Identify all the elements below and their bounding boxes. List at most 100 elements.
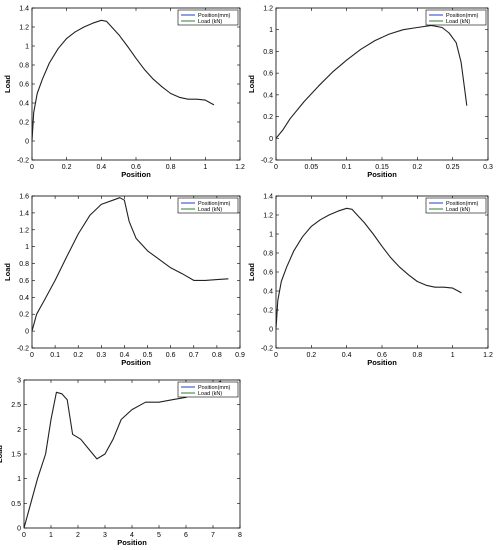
chart-4-y-tick-label: 1 <box>269 232 273 239</box>
chart-1-plot-frame <box>31 7 241 161</box>
chart-4-x-tick-label: 0.8 <box>412 352 422 359</box>
chart-2-series-line <box>275 24 468 139</box>
chart-5-legend-label: Position(mm) <box>198 385 231 391</box>
chart-1-x-tick-label: 1 <box>203 164 207 171</box>
chart-2-x-tick-label: 0.15 <box>375 164 389 171</box>
chart-1-y-tick-label: 0 <box>25 139 29 146</box>
chart-3-y-tick-label: 0 <box>25 329 29 336</box>
chart-1-y-tick-label: 0.4 <box>19 101 29 108</box>
chart-4-y-tick-label: 0.6 <box>263 270 273 277</box>
chart-1-y-axis-title: Load <box>3 75 12 93</box>
chart-3-y-tick-label: 0.6 <box>19 278 29 285</box>
chart-5-y-axis-title: Load <box>0 445 4 463</box>
chart-3-svg: 0 0.1 0.2 0.3 0.4 0.5 0.6 0.7 0.8 0.9-0.200.20.40… <box>3 194 245 368</box>
chart-5-x-tick-label: 4 <box>130 532 134 539</box>
chart-1-y-tick-label: 0.6 <box>19 82 29 89</box>
chart-3-series-line <box>31 197 229 332</box>
chart-2-x-axis-title: Position <box>367 170 397 179</box>
chart-panel-2: 0 0.05 0.1 0.15 0.2 0.25 0.3 -0.2 0 0.2 0.4 0.6 0.8 1… <box>247 0 496 180</box>
chart-3-x-tick-label: 0.9 <box>235 352 245 359</box>
chart-5-y-tick-label: 2 <box>17 427 21 434</box>
chart-2-y-tick-label: 1.2 <box>263 6 273 13</box>
chart-2-x-tick-label: 0.2 <box>412 164 422 171</box>
chart-1-series-line <box>31 19 215 142</box>
chart-4-y-tick-label: 1.4 <box>263 194 273 201</box>
chart-5-x-tick-label: 2 <box>76 532 80 539</box>
chart-5-y-tick-label: 1.5 <box>11 452 21 459</box>
chart-3-y-tick-label: 0.2 <box>19 312 29 319</box>
chart-3-y-tick-label: 0.4 <box>19 295 29 302</box>
chart-1-y-tick-label: 1.2 <box>19 25 29 32</box>
chart-4-series-line <box>275 207 462 330</box>
chart-4-y-tick-label: -0.2 <box>261 346 273 353</box>
chart-5-x-axis-title: Position <box>117 538 147 547</box>
chart-3-y-tick-label: 1.4 <box>19 210 29 217</box>
chart-2-y-tick-label: 0.8 <box>263 49 273 56</box>
chart-2-y-axis-title: Load <box>247 75 256 93</box>
chart-2-x-tick-label: 0.25 <box>446 164 460 171</box>
chart-5-x-tick-label: 7 <box>211 532 215 539</box>
chart-4-y-tick-label: 0.4 <box>263 289 273 296</box>
chart-1-y-tick-label: 1.4 <box>19 6 29 13</box>
chart-1-y-tick-label: 0.2 <box>19 120 29 127</box>
chart-5-x-tick-label: 3 <box>103 532 107 539</box>
chart-3-legend-label: Load (kN) <box>198 207 222 213</box>
chart-2-x-tick-label: 0.1 <box>342 164 352 171</box>
chart-5-svg: 0 1 2 3 4 5 6 7 8 0 0.5 1 1.5 2 2.5 3 Position Load Positi… <box>0 378 242 548</box>
chart-1-x-tick-label: 0.8 <box>166 164 176 171</box>
chart-1-svg: 0 0.2 0.4 0.6 0.8 1 1.2-0.200.20.40.60.811.21.… <box>3 6 245 180</box>
chart-5-y-tick-label: 2.5 <box>11 402 21 409</box>
chart-2-x-tick-label: 0.3 <box>483 164 493 171</box>
chart-4-x-tick-label: 0.6 <box>377 352 387 359</box>
chart-5-x-tick-label: 6 <box>184 532 188 539</box>
chart-2-y-tick-label: 0.6 <box>263 71 273 78</box>
chart-4-x-tick-label: 0.2 <box>306 352 316 359</box>
chart-1-legend-label: Load (kN) <box>198 19 222 25</box>
chart-1-y-tick-label: 1 <box>25 44 29 51</box>
chart-3-y-tick-label: 1 <box>25 244 29 251</box>
chart-panel-3: 0 0.1 0.2 0.3 0.4 0.5 0.6 0.7 0.8 0.9 -0.2 0 0.2 0.4 0… <box>0 188 250 368</box>
chart-2-legend-label: Load (kN) <box>446 19 470 25</box>
chart-4-legend-label: Position(mm) <box>446 201 479 207</box>
chart-3-x-tick-label: 0.4 <box>120 352 130 359</box>
chart-5-y-tick-label: 3 <box>17 378 21 385</box>
chart-5-y-tick-label: 0 <box>17 526 21 533</box>
chart-3-y-tick-label: 0.8 <box>19 261 29 268</box>
chart-2-x-tick-label: 0.05 <box>305 164 319 171</box>
chart-panel-4: 0 0.2 0.4 0.6 0.8 1 1.2 -0.2 0 0.2 0.4 0.6 0.8 1 1.2 1.… <box>247 188 496 368</box>
chart-5-y-tick-label: 0.5 <box>11 501 21 508</box>
chart-5-legend-label: Load (kN) <box>198 391 222 397</box>
chart-4-x-axis-title: Position <box>367 358 397 367</box>
chart-1-x-tick-label: 0.4 <box>96 164 106 171</box>
chart-2-y-tick-label: 0 <box>269 136 273 143</box>
chart-1-x-tick-label: 1.2 <box>235 164 245 171</box>
chart-3-y-tick-label: 1.6 <box>19 194 29 201</box>
chart-4-plot-frame <box>275 195 489 349</box>
chart-2-y-tick-label: 0.4 <box>263 92 273 99</box>
chart-5-x-tick-label: 1 <box>49 532 53 539</box>
chart-4-x-tick-label: 1.2 <box>483 352 493 359</box>
chart-3-x-tick-label: 0.6 <box>166 352 176 359</box>
chart-2-plot-frame <box>275 7 489 161</box>
chart-3-plot-frame <box>31 195 241 349</box>
chart-5-plot-frame <box>23 379 241 529</box>
chart-3-x-tick-label: 0.1 <box>50 352 60 359</box>
chart-2-x-tick-label: 0 <box>274 164 278 171</box>
chart-4-svg: 0 0.2 0.4 0.6 0.8 1 1.2-0.200.20.40.60.811.21.… <box>247 194 493 368</box>
chart-3-x-tick-label: 0.7 <box>189 352 199 359</box>
chart-4-y-tick-label: 0.8 <box>263 251 273 258</box>
chart-3-x-tick-label: 0.8 <box>212 352 222 359</box>
chart-3-x-tick-label: 0.3 <box>96 352 106 359</box>
chart-4-legend-label: Load (kN) <box>446 207 470 213</box>
chart-3-y-tick-label: -0.2 <box>17 346 29 353</box>
chart-1-x-tick-label: 0.2 <box>62 164 72 171</box>
chart-5-x-tick-label: 8 <box>238 532 242 539</box>
chart-5-x-tick-label: 5 <box>157 532 161 539</box>
chart-2-legend-label: Position(mm) <box>446 13 479 19</box>
chart-5-x-tick-label: 0 <box>22 532 26 539</box>
chart-4-y-tick-label: 0 <box>269 327 273 334</box>
chart-4-x-tick-label: 0 <box>274 352 278 359</box>
chart-4-y-axis-title: Load <box>247 263 256 281</box>
chart-3-x-tick-label: 0.2 <box>73 352 83 359</box>
chart-4-x-tick-label: 0.4 <box>342 352 352 359</box>
